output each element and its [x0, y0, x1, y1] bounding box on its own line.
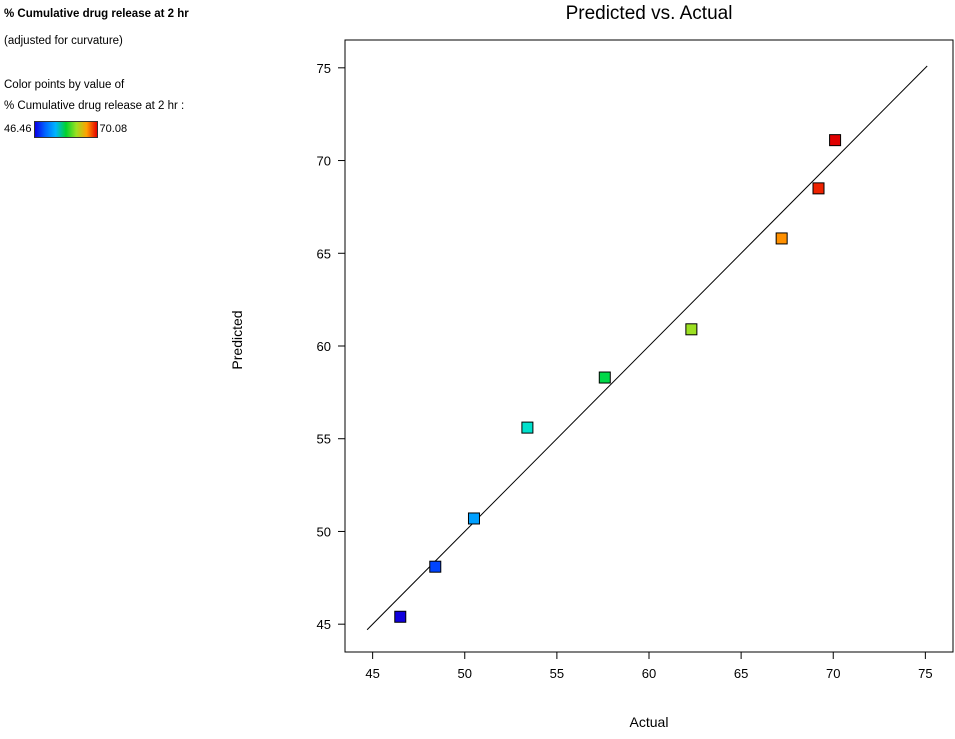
x-tick-label: 70: [826, 666, 840, 681]
legend-color-by-text: Color points by value of: [4, 78, 125, 91]
data-point: [775, 232, 788, 245]
x-tick-label: 75: [918, 666, 932, 681]
data-point: [685, 323, 698, 336]
y-tick-label: 45: [317, 617, 331, 632]
x-tick-label: 45: [365, 666, 379, 681]
identity-line: [366, 65, 928, 631]
legend-subtitle: (adjusted for curvature): [4, 34, 123, 47]
gradient-max-label: 70.08: [99, 123, 128, 136]
legend-panel: % Cumulative drug release at 2 hr (adjus…: [4, 8, 189, 139]
data-point: [812, 182, 825, 195]
y-tick-label: 50: [317, 524, 331, 539]
x-tick-label: 60: [642, 666, 656, 681]
chart-title: Predicted vs. Actual: [565, 3, 733, 24]
y-axis-label: Predicted: [229, 310, 245, 370]
data-point: [521, 421, 534, 434]
y-tick-label: 65: [317, 246, 331, 261]
y-tick-label: 60: [317, 339, 331, 354]
x-tick-label: 50: [458, 666, 472, 681]
data-point: [429, 560, 442, 573]
x-tick-label: 55: [550, 666, 564, 681]
data-point: [394, 610, 407, 623]
y-tick-label: 55: [317, 432, 331, 447]
data-point: [829, 134, 842, 147]
color-gradient-bar: [33, 121, 98, 139]
legend-title: % Cumulative drug release at 2 hr: [4, 8, 189, 20]
y-tick-label: 70: [317, 154, 331, 169]
y-tick-label: 75: [317, 61, 331, 76]
data-point: [598, 371, 611, 384]
x-axis-label: Actual: [629, 714, 669, 730]
x-tick-label: 65: [734, 666, 748, 681]
data-point: [467, 512, 480, 525]
gradient-min-label: 46.46: [4, 123, 32, 136]
legend-color-by-variable: % Cumulative drug release at 2 hr :: [4, 100, 185, 113]
color-scale-row: 46.46 70.08: [4, 121, 189, 139]
